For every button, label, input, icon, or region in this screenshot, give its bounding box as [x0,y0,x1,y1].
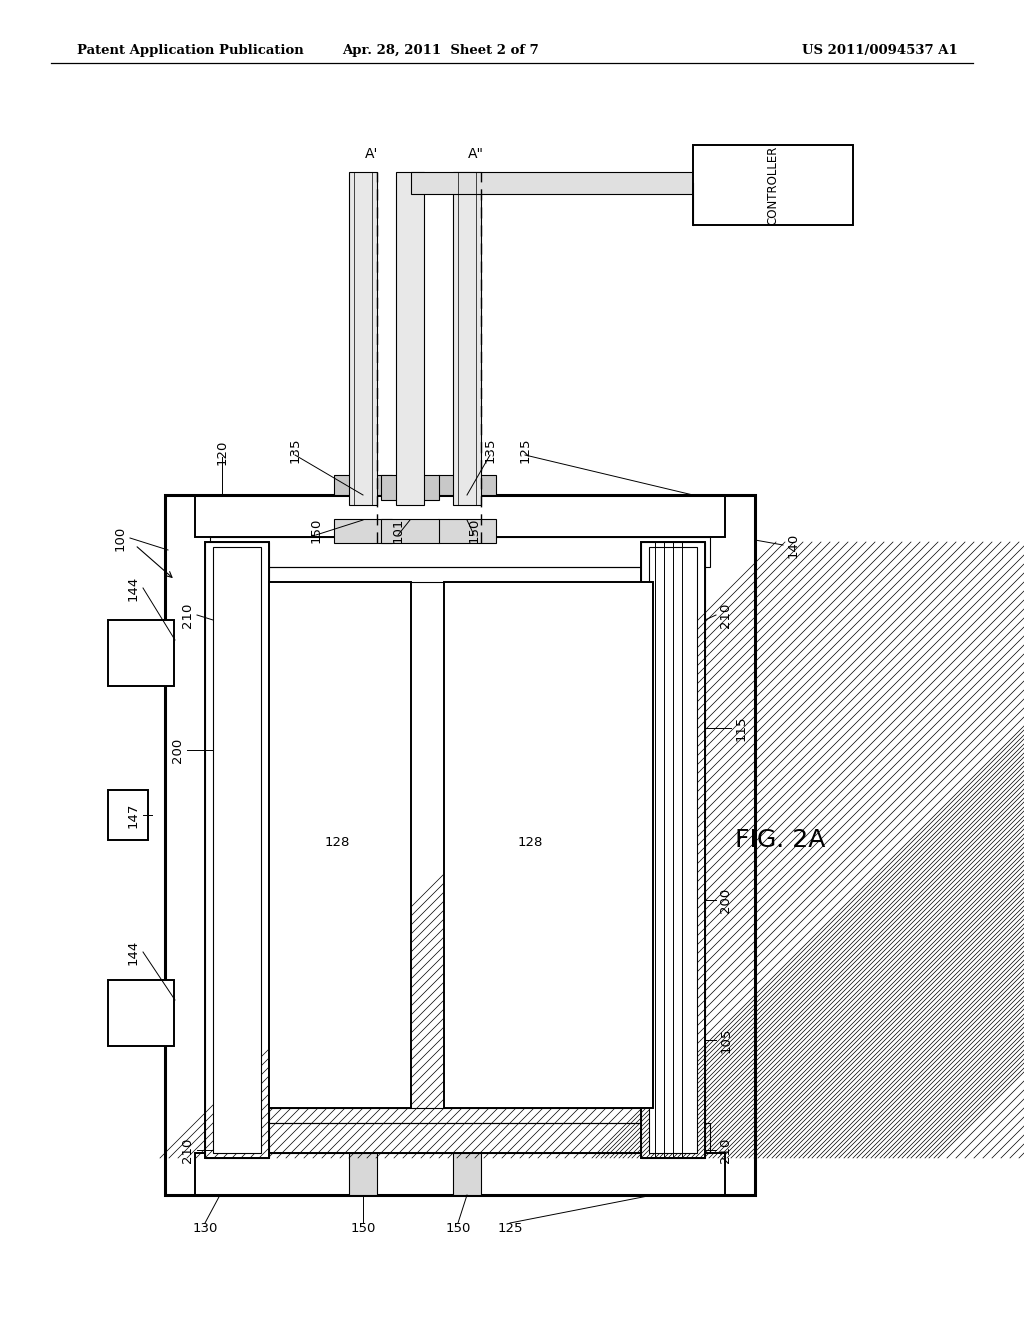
Text: 125: 125 [498,1221,522,1234]
Text: 210: 210 [180,602,194,628]
Text: CONTROLLER: CONTROLLER [767,145,779,224]
Bar [108,979,174,1045]
Bar [334,519,392,543]
Text: 135: 135 [483,437,497,463]
Bar [444,582,653,1107]
Text: Patent Application Publication: Patent Application Publication [77,44,303,57]
Bar [453,172,481,506]
Bar [641,543,705,1158]
Text: 100: 100 [114,525,127,550]
Text: 210: 210 [720,1138,732,1163]
Text: Apr. 28, 2011  Sheet 2 of 7: Apr. 28, 2011 Sheet 2 of 7 [342,44,539,57]
Bar [349,172,377,506]
Text: 128: 128 [517,836,543,849]
Bar [438,519,496,543]
Text: 150: 150 [350,1221,376,1234]
Bar [641,543,705,1158]
Bar [165,495,755,1195]
Text: A": A" [468,148,484,161]
Bar [205,543,269,1158]
Bar [205,543,269,1158]
Text: 144: 144 [127,940,139,965]
Bar [438,475,496,495]
Text: 144: 144 [127,576,139,601]
Bar [225,1107,695,1123]
Bar [381,475,439,500]
Text: US 2011/0094537 A1: US 2011/0094537 A1 [802,44,957,57]
Bar [269,582,411,1107]
Bar [453,1152,481,1195]
Bar [334,475,392,495]
Text: A': A' [366,148,379,161]
Bar [210,537,710,568]
Bar [411,172,693,194]
Bar [693,145,853,224]
Text: 147: 147 [127,803,139,828]
Text: 150: 150 [309,517,323,543]
Text: 105: 105 [720,1027,732,1052]
Text: 150: 150 [445,1221,471,1234]
Bar [210,1123,710,1152]
Bar [381,519,439,543]
Text: 135: 135 [289,437,301,463]
Text: 210: 210 [720,602,732,628]
Bar [108,620,174,686]
Bar [195,1152,725,1195]
Text: 150: 150 [468,517,480,543]
Text: 125: 125 [518,437,531,463]
Text: 128: 128 [325,836,349,849]
Bar [108,789,148,840]
Text: 140: 140 [786,532,800,557]
Bar [225,568,695,582]
Text: 115: 115 [734,715,748,741]
Bar [213,546,261,1152]
Text: FIG. 2A: FIG. 2A [735,828,825,851]
Text: 101: 101 [391,517,404,543]
Bar [649,546,697,1152]
Bar [349,1152,377,1195]
Text: 210: 210 [180,1138,194,1163]
Text: 200: 200 [720,887,732,912]
Bar [195,495,725,537]
Text: 130: 130 [193,1221,218,1234]
Bar [396,172,424,506]
Text: 120: 120 [215,440,228,465]
Text: 200: 200 [171,738,183,763]
